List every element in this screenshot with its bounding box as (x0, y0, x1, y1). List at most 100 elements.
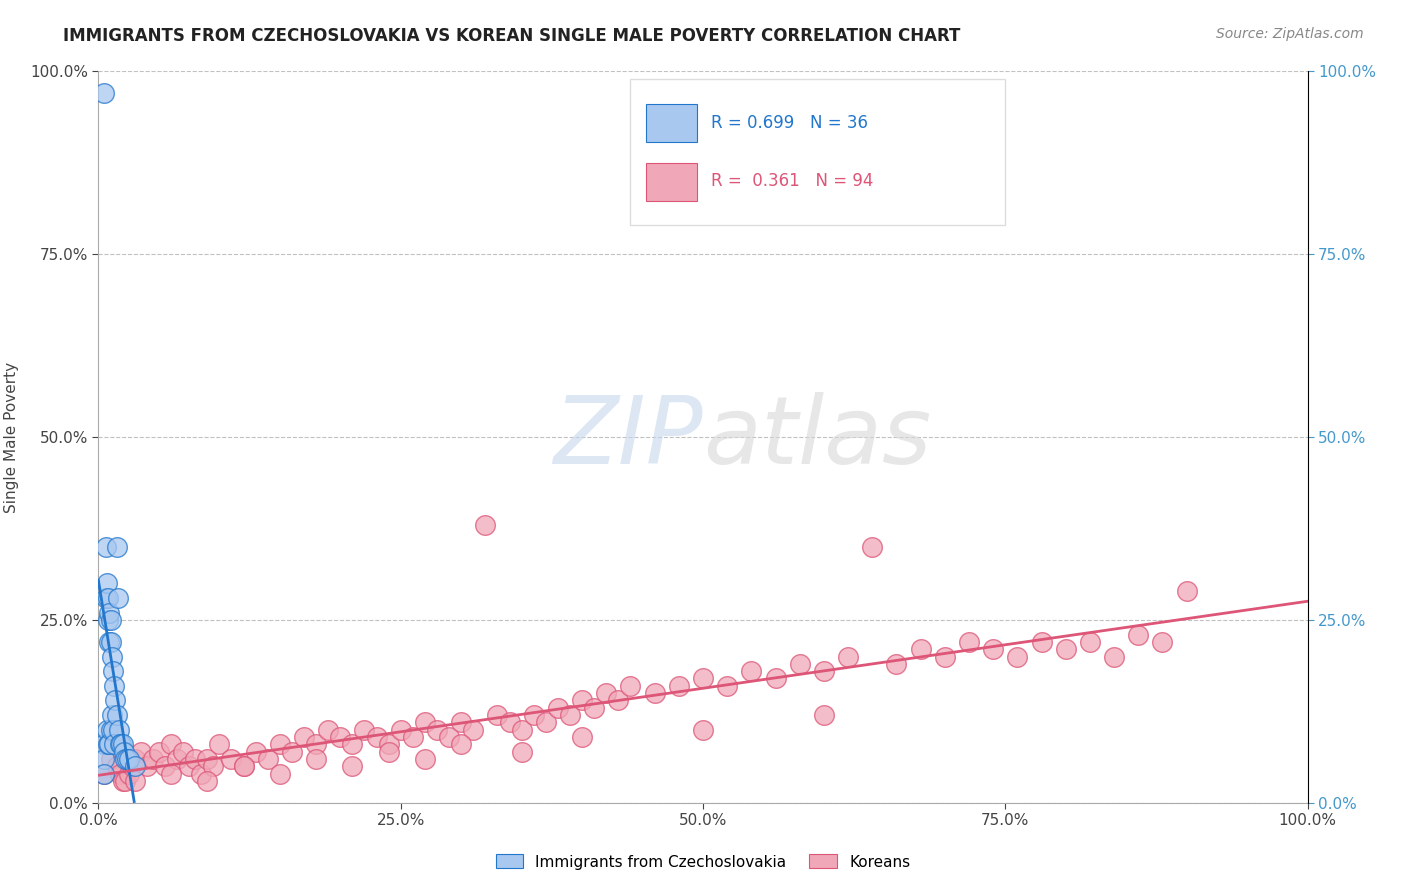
Point (377, 745, 399, 759)
Point (426, 723, 449, 737)
Point (104, 693, 127, 707)
Point (486, 708, 509, 723)
Point (184, 752, 207, 766)
Point (232, 759, 254, 773)
Point (837, 649, 859, 664)
Point (110, 737, 132, 751)
Point (96, 723, 118, 737)
Point (105, 708, 128, 723)
Point (644, 686, 666, 700)
Point (377, 737, 399, 751)
Point (571, 730, 593, 744)
Point (510, 745, 533, 759)
Point (583, 700, 606, 714)
Point (402, 730, 425, 744)
Point (108, 723, 131, 737)
Point (129, 745, 152, 759)
Point (547, 700, 569, 714)
Point (740, 664, 762, 678)
Point (153, 759, 176, 773)
Point (860, 540, 883, 554)
Point (1031, 635, 1053, 649)
Point (292, 730, 315, 744)
Y-axis label: Single Male Poverty: Single Male Poverty (4, 361, 18, 513)
Point (1128, 627, 1150, 641)
Point (100, 723, 122, 737)
FancyBboxPatch shape (647, 104, 697, 143)
Point (692, 672, 714, 686)
Point (510, 723, 533, 737)
Point (269, 737, 291, 751)
Text: IMMIGRANTS FROM CZECHOSLOVAKIA VS KOREAN SINGLE MALE POVERTY CORRELATION CHART: IMMIGRANTS FROM CZECHOSLOVAKIA VS KOREAN… (63, 27, 960, 45)
Point (93, 737, 115, 751)
Point (571, 693, 593, 707)
Point (101, 723, 124, 737)
Point (595, 686, 617, 700)
Point (692, 723, 714, 737)
Point (607, 693, 630, 707)
Point (498, 715, 520, 730)
Point (160, 737, 183, 751)
Point (245, 745, 267, 759)
Point (98, 737, 121, 751)
Point (450, 715, 472, 730)
Point (118, 766, 141, 780)
Point (619, 679, 641, 693)
Point (316, 723, 339, 737)
Point (93, 766, 115, 780)
Point (103, 679, 125, 693)
Point (413, 752, 436, 766)
Point (1152, 635, 1174, 649)
Point (107, 591, 129, 605)
Point (221, 752, 243, 766)
Point (105, 759, 128, 773)
Point (934, 649, 956, 664)
Point (269, 766, 291, 780)
Point (172, 745, 194, 759)
Point (97, 591, 120, 605)
Text: atlas: atlas (703, 392, 931, 483)
Point (413, 715, 436, 730)
Point (160, 766, 183, 780)
Point (195, 773, 218, 788)
Point (103, 737, 125, 751)
Point (202, 759, 225, 773)
Point (716, 679, 738, 693)
Point (105, 540, 128, 554)
Point (353, 723, 375, 737)
Point (124, 759, 146, 773)
Point (256, 752, 278, 766)
Point (366, 730, 388, 744)
Point (93, 766, 115, 780)
Point (94, 540, 117, 554)
Point (166, 752, 188, 766)
Point (108, 766, 131, 780)
Point (1175, 583, 1198, 598)
Point (111, 773, 134, 788)
Point (668, 679, 690, 693)
Point (108, 737, 131, 751)
Point (463, 723, 485, 737)
Point (114, 773, 136, 788)
Text: R =  0.361   N = 94: R = 0.361 N = 94 (711, 172, 875, 190)
Point (118, 752, 141, 766)
Point (789, 657, 811, 671)
Point (534, 715, 557, 730)
Point (117, 752, 139, 766)
Point (142, 752, 165, 766)
FancyBboxPatch shape (630, 78, 1005, 225)
Point (98, 635, 121, 649)
Point (114, 752, 136, 766)
Point (342, 759, 364, 773)
Point (1102, 649, 1125, 664)
Point (101, 664, 124, 678)
Point (232, 759, 254, 773)
Point (94, 591, 117, 605)
Legend: Immigrants from Czechoslovakia, Koreans: Immigrants from Czechoslovakia, Koreans (489, 848, 917, 876)
Point (910, 642, 932, 657)
FancyBboxPatch shape (647, 163, 697, 201)
Point (124, 773, 146, 788)
Point (100, 649, 122, 664)
Point (100, 708, 122, 723)
Point (813, 708, 835, 723)
